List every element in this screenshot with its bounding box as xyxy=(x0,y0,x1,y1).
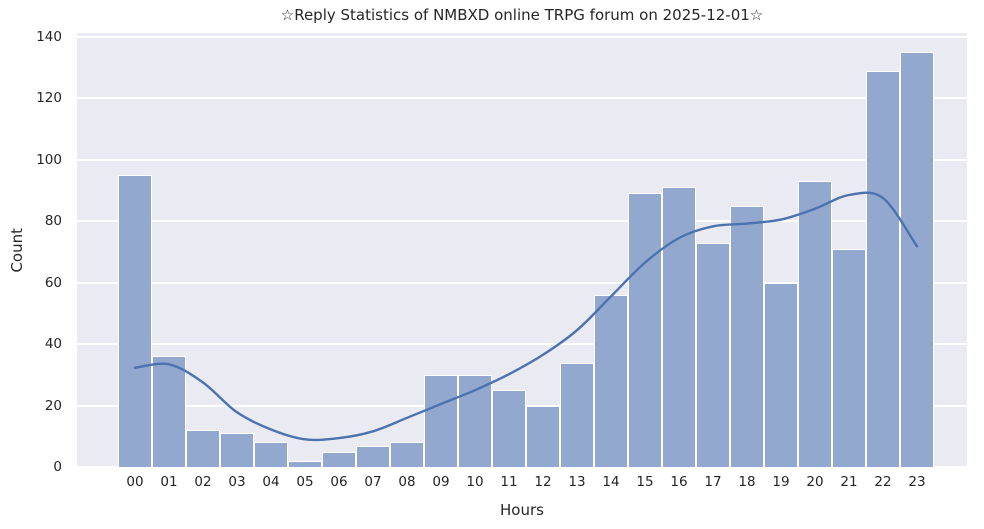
x-tick-label-18: 18 xyxy=(738,474,756,490)
gridline-y-80 xyxy=(77,220,967,223)
x-tick-label-14: 14 xyxy=(602,474,620,490)
x-tick-label-05: 05 xyxy=(296,474,314,490)
x-tick-label-07: 07 xyxy=(364,474,382,490)
bar-hour-06 xyxy=(322,451,356,467)
bar-hour-10 xyxy=(458,374,492,467)
y-axis-label-wrap: Count xyxy=(6,33,28,467)
x-tick-label-06: 06 xyxy=(330,474,348,490)
x-tick-label-19: 19 xyxy=(772,474,790,490)
bar-hour-15 xyxy=(628,193,662,467)
bar-hour-03 xyxy=(220,433,254,467)
bar-hour-08 xyxy=(390,442,424,467)
bar-hour-12 xyxy=(526,405,560,467)
bar-hour-02 xyxy=(186,430,220,467)
trend-line-svg xyxy=(133,191,919,442)
gridline-y-140 xyxy=(77,35,967,38)
x-tick-label-08: 08 xyxy=(398,474,416,490)
y-tick-label-60: 60 xyxy=(44,274,62,291)
bar-hour-13 xyxy=(560,362,594,467)
bar-hour-11 xyxy=(492,390,526,467)
x-tick-label-00: 00 xyxy=(126,474,144,490)
bar-hour-17 xyxy=(696,242,730,467)
y-tick-label-0: 0 xyxy=(53,459,62,475)
x-tick-label-11: 11 xyxy=(500,474,518,490)
bar-hour-05 xyxy=(288,460,322,467)
trend-curve xyxy=(133,191,919,442)
x-tick-label-03: 03 xyxy=(228,474,246,490)
x-tick-label-01: 01 xyxy=(160,474,178,490)
y-tick-label-40: 40 xyxy=(44,336,62,353)
bar-hour-09 xyxy=(424,374,458,467)
x-tick-label-09: 09 xyxy=(432,474,450,490)
bar-hour-21 xyxy=(832,248,866,467)
y-tick-label-100: 100 xyxy=(36,151,62,168)
x-tick-label-10: 10 xyxy=(466,474,484,490)
gridline-y-60 xyxy=(77,281,967,284)
bar-hour-14 xyxy=(594,294,628,467)
x-tick-label-12: 12 xyxy=(534,474,552,490)
gridline-y-100 xyxy=(77,158,967,161)
x-tick-label-04: 04 xyxy=(262,474,280,490)
bar-hour-23 xyxy=(900,52,934,467)
x-tick-label-17: 17 xyxy=(704,474,722,490)
y-tick-label-20: 20 xyxy=(44,397,62,414)
x-tick-label-22: 22 xyxy=(874,474,892,490)
y-axis-label: Count xyxy=(8,227,26,273)
bar-hour-00 xyxy=(118,175,152,467)
x-tick-label-23: 23 xyxy=(908,474,926,490)
x-tick-label-02: 02 xyxy=(194,474,212,490)
chart-title: ☆Reply Statistics of NMBXD online TRPG f… xyxy=(280,6,764,24)
y-tick-label-80: 80 xyxy=(44,213,62,230)
bar-hour-07 xyxy=(356,445,390,467)
bar-hour-01 xyxy=(152,356,186,467)
x-tick-label-20: 20 xyxy=(806,474,824,490)
bar-hour-18 xyxy=(730,205,764,467)
plot-area xyxy=(77,33,967,467)
y-tick-label-120: 120 xyxy=(36,90,62,107)
x-tick-label-13: 13 xyxy=(568,474,586,490)
bar-hour-04 xyxy=(254,442,288,467)
x-tick-label-15: 15 xyxy=(636,474,654,490)
x-axis-label: Hours xyxy=(500,501,544,519)
y-tick-label-140: 140 xyxy=(36,28,62,45)
x-tick-label-21: 21 xyxy=(840,474,858,490)
bar-hour-19 xyxy=(764,282,798,467)
bar-hour-20 xyxy=(798,181,832,467)
gridline-y-40 xyxy=(77,343,967,346)
gridline-y-120 xyxy=(77,97,967,100)
x-tick-label-16: 16 xyxy=(670,474,688,490)
bar-hour-22 xyxy=(866,70,900,467)
